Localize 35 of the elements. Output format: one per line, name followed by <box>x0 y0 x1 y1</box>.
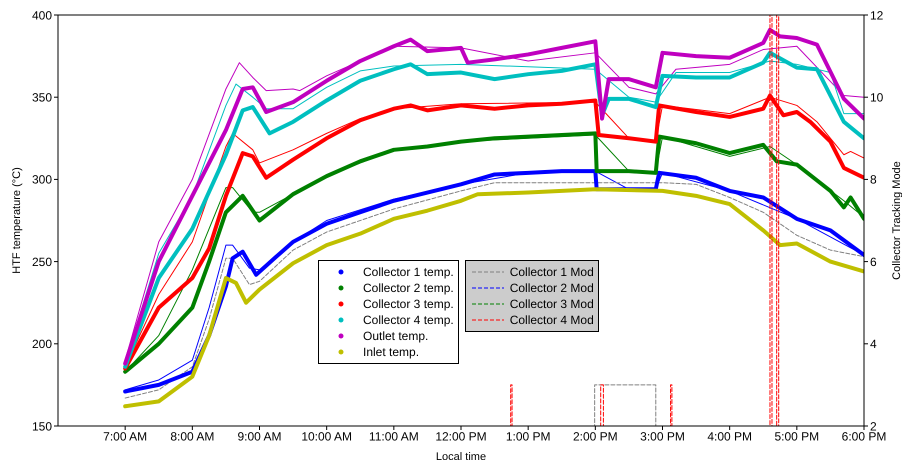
legend-label: Collector 4 temp. <box>363 313 454 327</box>
y2-tick-label: 6 <box>870 254 877 269</box>
y-tick-label: 350 <box>32 90 52 104</box>
legend-label: Inlet temp. <box>363 345 420 359</box>
x-tick-label: 1:00 PM <box>506 430 551 444</box>
y2-tick-label: 10 <box>870 90 884 104</box>
y2-tick-label: 12 <box>870 8 884 22</box>
x-tick-label: 4:00 PM <box>707 430 752 444</box>
y-tick-label: 150 <box>32 419 52 434</box>
y-tick-label: 300 <box>32 172 52 187</box>
legend-label: Collector 3 Mod <box>510 297 594 311</box>
x-tick-label: 8:00 AM <box>170 430 214 444</box>
x-tick-label: 5:00 PM <box>774 430 820 444</box>
y-tick-label: 250 <box>32 254 52 269</box>
legend-label: Collector 2 Mod <box>510 281 594 295</box>
y-tick-label: 400 <box>32 8 52 22</box>
legend-label: Outlet temp. <box>363 329 428 343</box>
y-tick-label: 200 <box>32 337 52 352</box>
y-axis-title: HTF temperature (°C) <box>10 167 23 274</box>
legend-label: Collector 1 Mod <box>510 265 594 279</box>
legend-label: Collector 1 temp. <box>363 265 454 279</box>
x-tick-label: 2:00 PM <box>572 430 618 444</box>
y2-tick-label: 8 <box>870 172 877 187</box>
x-axis-title: Local time <box>436 451 486 463</box>
x-tick-label: 10:00 AM <box>301 430 352 444</box>
y2-tick-label: 4 <box>870 337 877 352</box>
x-tick-label: 9:00 AM <box>237 430 282 444</box>
x-tick-label: 7:00 AM <box>103 430 148 444</box>
y2-axis-title: Collector Tracking Mode <box>890 161 903 280</box>
legend-label: Collector 4 Mod <box>510 313 594 327</box>
x-tick-label: 3:00 PM <box>640 430 685 444</box>
legend-label: Collector 2 temp. <box>363 281 454 295</box>
x-tick-label: 12:00 PM <box>435 430 487 444</box>
x-tick-label: 11:00 AM <box>368 430 419 444</box>
legend-label: Collector 3 temp. <box>363 297 454 311</box>
